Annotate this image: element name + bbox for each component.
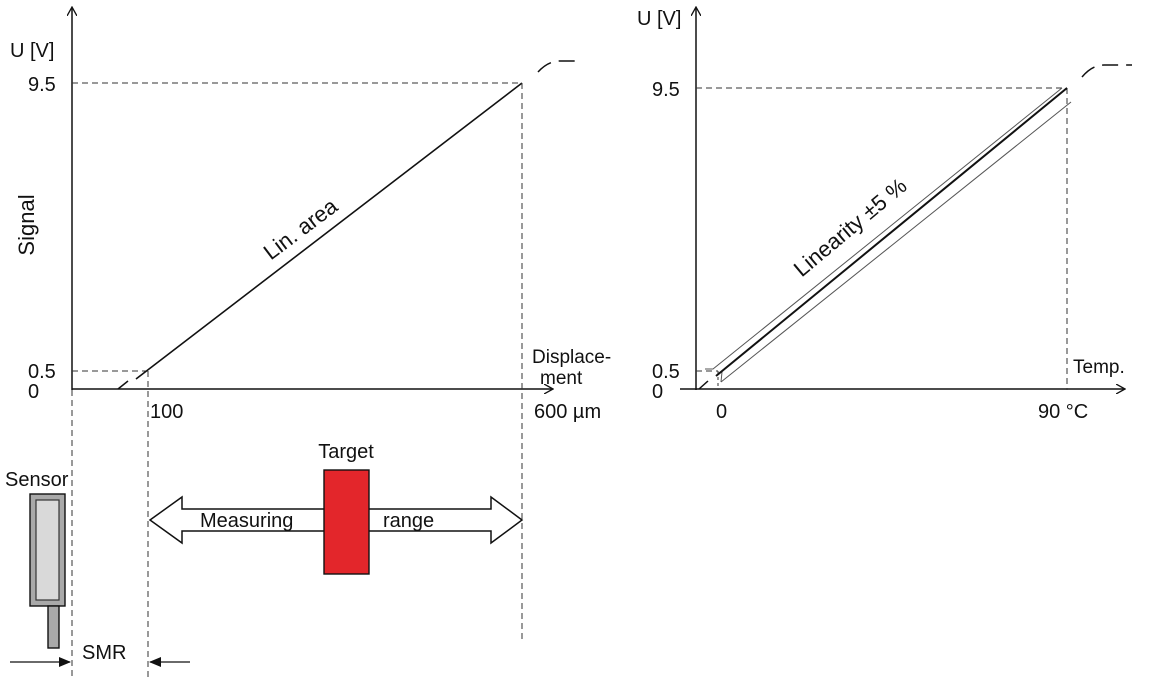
right-x-tick-0: 0 [716, 401, 727, 423]
right-y-tick-0: 0 [652, 381, 663, 403]
target-label: Target [318, 441, 374, 463]
right-y-tick-0-5: 0.5 [652, 361, 680, 383]
right-curve-saturation [1081, 64, 1132, 78]
left-y-tick-0: 0 [28, 381, 39, 403]
linearity-band-lower [720, 101, 1072, 383]
left-x-title-line2: ment [540, 368, 583, 389]
left-x-title-line1: Displace- [532, 347, 611, 368]
left-y-tick-9-5: 9.5 [28, 74, 56, 96]
right-y-tick-9-5: 9.5 [652, 79, 680, 101]
left-curve-saturation [537, 60, 582, 73]
right-linear-line [715, 87, 1068, 377]
linearity-band-lower-cap [720, 371, 723, 383]
measurement-setup: Sensor Measuring range Target SMR [5, 441, 524, 667]
arrow-label-measuring: Measuring [200, 510, 293, 532]
arrow-label-range: range [383, 510, 434, 532]
right-y-axis-label: U [V] [637, 8, 681, 30]
left-y-tick-0-5: 0.5 [28, 361, 56, 383]
right-chart: U [V] 9.5 0.5 0 Linearity ±5 % Temp. 0 9… [637, 8, 1132, 423]
left-curve-start [117, 380, 129, 390]
left-linear-line [135, 82, 523, 380]
smr-label: SMR [82, 642, 126, 664]
left-curve-label: Lin. area [259, 193, 343, 265]
left-x-tick-600: 600 µm [534, 401, 601, 423]
sensor-icon [29, 493, 66, 649]
left-chart: U [V] Signal 9.5 0.5 0 Lin. area Displac… [10, 8, 611, 680]
right-x-axis-title: Temp. [1073, 357, 1125, 378]
right-curve-start [698, 380, 709, 390]
left-x-tick-100: 100 [150, 401, 183, 423]
linearity-band-upper [705, 87, 1063, 370]
left-y-axis-title: Signal [14, 194, 39, 255]
target-block [323, 469, 370, 575]
left-y-axis-label: U [V] [10, 40, 54, 62]
right-x-tick-90: 90 °C [1038, 401, 1088, 423]
sensor-label: Sensor [5, 469, 69, 491]
